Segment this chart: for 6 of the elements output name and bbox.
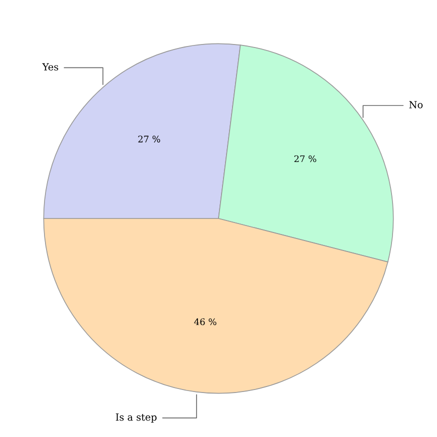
slice-label: No — [409, 101, 423, 108]
data-label: 46 % — [194, 318, 216, 326]
data-label: 27 % — [294, 155, 316, 162]
data-label: 27 % — [138, 136, 160, 142]
slice-label: Yes — [42, 63, 58, 71]
slice-label: Is a step — [116, 414, 157, 423]
